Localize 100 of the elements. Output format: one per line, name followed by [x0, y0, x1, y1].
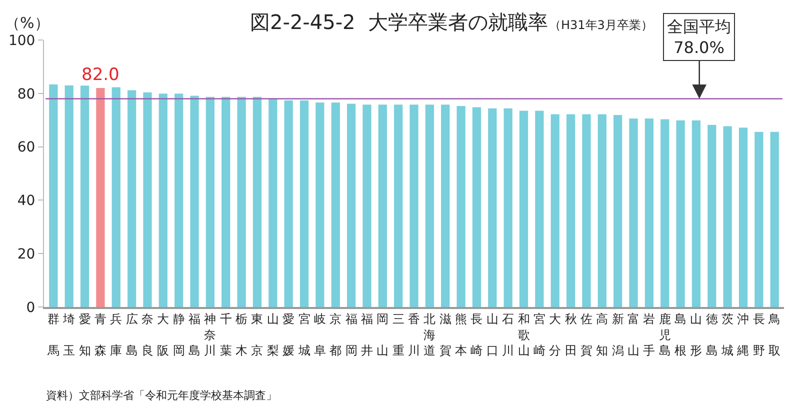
category-label: 東京: [251, 312, 264, 358]
bar: [49, 84, 58, 307]
bar: [174, 94, 184, 307]
category-label: 高知: [596, 312, 608, 358]
bar: [96, 88, 105, 307]
category-label: 大阪: [157, 312, 170, 358]
bar: [629, 118, 638, 307]
bar: [237, 96, 246, 307]
category-label: 宮崎: [533, 312, 546, 358]
bar: [504, 108, 512, 307]
text: 資料）文部科学省「令和元年度学校基本調査」: [46, 389, 277, 401]
bar: [143, 92, 152, 307]
bar: [441, 104, 450, 307]
category-label: 徳島: [706, 312, 718, 358]
bar: [64, 85, 74, 307]
category-label: 奈良: [141, 312, 154, 358]
data-label: 82.0: [82, 65, 120, 86]
bar: [566, 114, 576, 307]
bar: [252, 96, 262, 307]
category-label: 福井: [360, 312, 373, 358]
category-label: 広島: [126, 312, 138, 358]
bar: [80, 86, 90, 307]
bar: [425, 104, 434, 307]
bar: [190, 96, 199, 307]
y-tick-label: 40: [17, 193, 36, 210]
bar: [614, 115, 622, 307]
category-label: 京都: [330, 312, 342, 358]
y-tick-label: 80: [17, 86, 36, 102]
bar: [127, 90, 136, 307]
category-label: 群馬: [47, 312, 60, 358]
bar: [300, 100, 309, 307]
bar: [268, 98, 278, 307]
bar: [158, 94, 168, 307]
bar: [346, 104, 356, 307]
category-label: 鳥取: [768, 312, 781, 358]
y-tick-label: 60: [17, 140, 36, 156]
y-tick-label: 100: [8, 32, 36, 49]
category-label: 兵庫: [110, 312, 122, 358]
bar: [644, 118, 654, 307]
category-label: 青森: [94, 312, 106, 358]
bar: [550, 114, 560, 307]
category-label: 岩手: [643, 312, 656, 358]
bar: [378, 104, 387, 307]
category-label: 宮城: [298, 312, 310, 358]
category-label: 香川: [408, 312, 420, 358]
bar: [331, 102, 340, 307]
category-label: 大分: [549, 312, 562, 358]
chart-title: 図2-2-45-2 大学卒業者の就職率: [250, 10, 548, 34]
bar: [410, 104, 418, 307]
x-tick-label: 鹿児島: [658, 312, 671, 358]
ref-line-label: 全国平均 78.0%: [667, 17, 731, 57]
y-tick-label: 20: [17, 246, 36, 262]
y-tick-label: 0: [26, 300, 36, 316]
category-label: 山形: [690, 312, 702, 358]
category-label: 愛媛: [282, 312, 295, 358]
bar: [206, 96, 214, 307]
bar: [676, 120, 685, 307]
bar: [316, 102, 324, 307]
bar: [738, 128, 748, 307]
bar: [284, 100, 293, 307]
category-label: 秋田: [564, 312, 577, 358]
category-label: 島根: [674, 312, 687, 358]
category-label: 茨城: [722, 312, 734, 358]
category-label: 山梨: [266, 312, 279, 358]
category-label: 三重: [392, 312, 404, 358]
bar: [519, 110, 528, 307]
category-label: 佐賀: [580, 312, 592, 358]
bar: [708, 124, 716, 307]
category-label: 長野: [752, 312, 765, 358]
category-label: 新潟: [612, 312, 624, 358]
category-label: 滋賀: [439, 312, 452, 358]
category-label: 愛知: [78, 312, 91, 358]
bar: [362, 104, 372, 307]
bar: [660, 119, 670, 307]
bar: [394, 104, 403, 307]
category-label: 富山: [627, 312, 640, 358]
x-tick-label: 神奈川: [204, 312, 216, 358]
x-tick-label: 北海道: [424, 312, 436, 358]
bar: [692, 120, 701, 307]
bar: [723, 126, 732, 307]
bar: [472, 107, 482, 307]
category-label: 熊本: [455, 312, 468, 358]
chart-subtitle: （H31年3月卒業）: [549, 18, 653, 32]
category-label: 埼玉: [63, 312, 76, 358]
bar: [488, 108, 497, 307]
bar: [456, 106, 466, 307]
bar: [222, 96, 230, 307]
category-label: 長崎: [470, 312, 483, 358]
category-label: 石川: [502, 312, 514, 358]
category-label: 福島: [188, 312, 201, 358]
bar: [598, 114, 606, 307]
x-tick-label: 和歌山: [518, 312, 530, 358]
bar: [754, 132, 764, 307]
category-label: 栃木: [236, 312, 248, 358]
category-label: 千葉: [220, 312, 232, 358]
bar: [770, 132, 779, 307]
category-label: 福岡: [345, 312, 358, 358]
bar: [582, 114, 591, 307]
category-label: 岐阜: [314, 312, 326, 358]
category-label: 山口: [486, 312, 498, 358]
